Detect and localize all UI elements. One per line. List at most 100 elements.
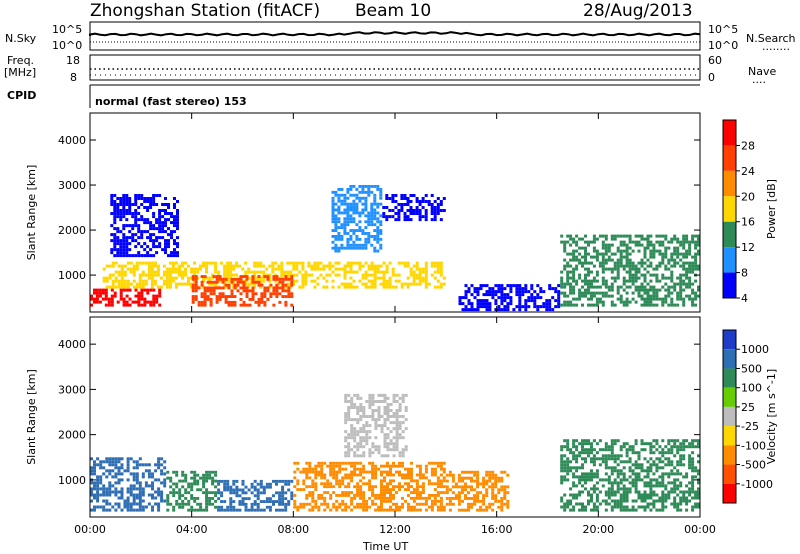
echo-cell: [682, 237, 686, 241]
echo-cell: [697, 252, 700, 256]
echo-cell: [116, 236, 120, 240]
echo-cell: [358, 264, 362, 268]
echo-cell: [116, 300, 120, 304]
echo-cell: [187, 508, 191, 512]
echo-cell: [359, 403, 363, 406]
echo-cell: [111, 285, 115, 289]
echo-cell: [442, 461, 446, 465]
echo-cell: [403, 212, 407, 215]
echo-cell: [407, 502, 410, 506]
echo-cell: [628, 258, 632, 262]
echo-cell: [328, 267, 332, 271]
y-tick-label: 3000: [58, 179, 86, 192]
echo-cell: [322, 267, 326, 271]
echo-cell: [190, 470, 194, 474]
echo-cell: [694, 264, 698, 268]
echo-cell: [637, 478, 641, 482]
echo-cell: [476, 470, 480, 474]
echo-cell: [120, 472, 124, 476]
echo-cell: [697, 460, 700, 464]
echo-cell: [173, 221, 176, 225]
echo-cell: [448, 497, 452, 500]
echo-cell: [304, 273, 308, 277]
echo-cell: [587, 472, 590, 476]
echo-cell: [503, 491, 507, 495]
echo-cell: [467, 290, 471, 294]
echo-cell: [658, 451, 662, 455]
echo-cell: [323, 485, 327, 489]
echo-cell: [358, 237, 362, 241]
echo-cell: [214, 470, 218, 474]
echo-cell: [235, 494, 239, 498]
echo-cell: [275, 479, 278, 483]
echo-cell: [356, 412, 360, 415]
echo-cell: [151, 505, 154, 509]
echo-cell: [90, 294, 93, 298]
echo-cell: [688, 460, 692, 464]
echo-cell: [281, 479, 285, 483]
echo-cell: [421, 488, 425, 491]
echo-cell: [117, 466, 121, 470]
echo-cell: [667, 285, 671, 289]
echo-cell: [181, 273, 184, 277]
echo-cell: [688, 490, 692, 494]
echo-cell: [578, 288, 582, 292]
echo-cell: [640, 234, 644, 238]
echo-cell: [93, 496, 96, 500]
echo-cell: [131, 227, 135, 231]
echo-cell: [590, 270, 593, 274]
echo-cell: [140, 203, 144, 206]
echo-cell: [200, 280, 204, 284]
echo-cell: [688, 252, 692, 256]
echo-cell: [563, 445, 567, 449]
echo-cell: [265, 497, 269, 501]
echo-cell: [622, 255, 626, 259]
echo-cell: [622, 303, 626, 307]
echo-cell: [311, 499, 315, 503]
echo-cell: [488, 287, 492, 291]
echo-cell: [572, 258, 576, 262]
echo-cell: [208, 282, 212, 286]
echo-cell: [604, 457, 608, 461]
echo-cell: [361, 188, 365, 191]
echo-cell: [587, 442, 590, 446]
nsky-tick-bottom: 10^0: [52, 39, 83, 52]
echo-cell: [108, 508, 112, 512]
echo-cell: [322, 285, 326, 289]
echo-cell: [506, 505, 510, 509]
echo-cell: [634, 279, 638, 283]
echo-cell: [398, 485, 401, 489]
echo-cell: [688, 279, 692, 283]
echo-cell: [652, 267, 656, 271]
echo-cell: [673, 237, 677, 241]
echo-cell: [697, 285, 700, 289]
echo-cell: [667, 472, 671, 476]
echo-cell: [601, 264, 605, 268]
echo-cell: [337, 273, 341, 277]
echo-cell: [214, 267, 218, 271]
echo-cell: [99, 475, 103, 479]
echo-cell: [196, 473, 200, 477]
echo-cell: [151, 475, 154, 479]
echo-cell: [595, 469, 599, 473]
echo-cell: [590, 297, 593, 301]
cpid-mode: normal (fast stereo) 153: [95, 95, 247, 108]
echo-cell: [340, 199, 344, 203]
echo-cell: [308, 476, 312, 480]
echo-cell: [598, 502, 602, 506]
echo-cell: [401, 421, 405, 425]
echo-cell: [625, 252, 629, 256]
echo-cell: [631, 261, 635, 265]
echo-cell: [275, 277, 279, 281]
echo-cell: [670, 445, 674, 449]
echo-cell: [226, 267, 230, 271]
echo-cell: [491, 287, 495, 291]
echo-cell: [637, 270, 641, 274]
echo-cell: [625, 234, 629, 238]
echo-cell: [287, 502, 291, 506]
echo-cell: [268, 505, 272, 509]
echo-cell: [500, 502, 504, 506]
echo-cell: [352, 199, 356, 203]
echo-cell: [433, 467, 437, 471]
echo-cell: [479, 508, 483, 512]
